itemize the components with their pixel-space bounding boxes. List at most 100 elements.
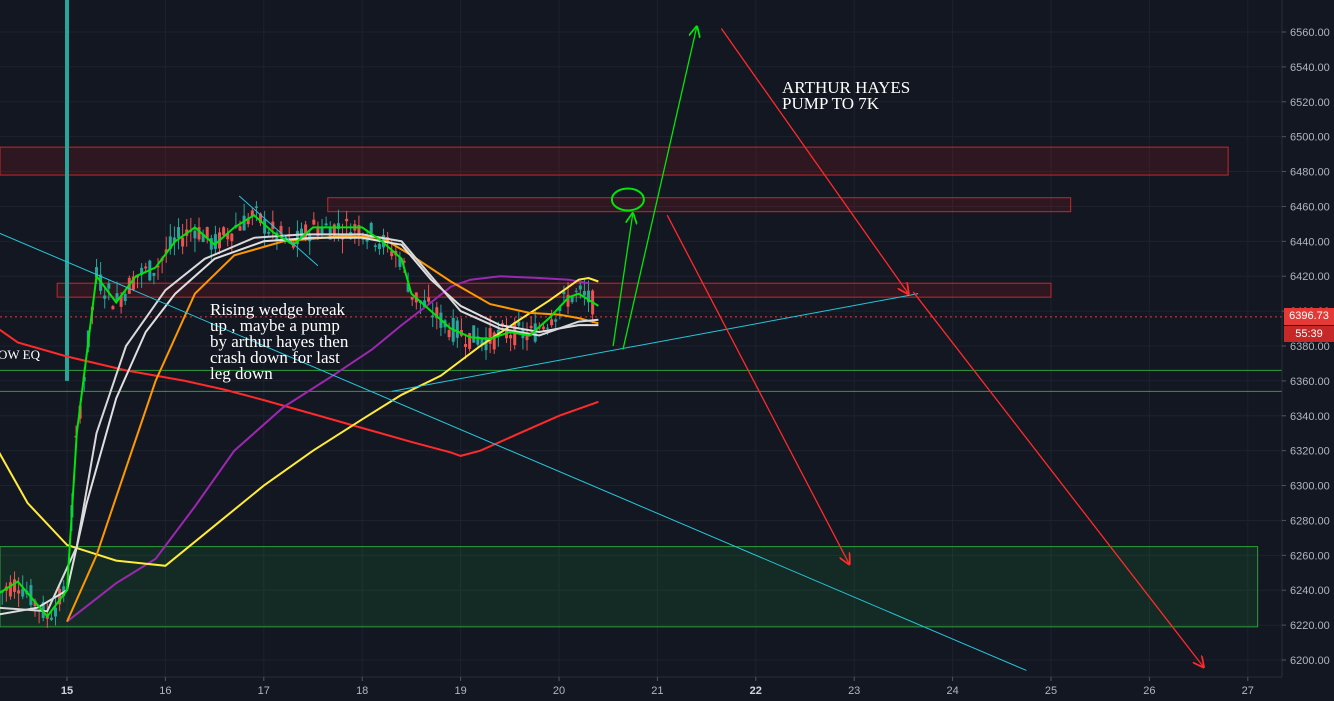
candle-body xyxy=(484,337,488,351)
candle-body xyxy=(13,579,17,592)
candle-body xyxy=(345,218,349,222)
candle-body xyxy=(8,582,12,597)
candle-body xyxy=(49,617,53,620)
zones xyxy=(0,146,1282,628)
candle-body xyxy=(209,238,213,250)
candle-body xyxy=(295,230,299,245)
candle-body xyxy=(316,228,320,236)
date-tick-label: 17 xyxy=(258,685,270,697)
trendline xyxy=(238,195,319,267)
candle-body xyxy=(390,250,394,257)
left-edge-label: OW EQ xyxy=(0,347,41,362)
candle-body xyxy=(582,291,586,296)
drawings xyxy=(0,27,1204,671)
date-tick-label: 15 xyxy=(61,685,73,697)
time-axis[interactable]: 15 16 17 18 19 20 21 22 23 24 25 26 27 xyxy=(61,677,1254,697)
trendline xyxy=(391,293,919,392)
resistance-zone xyxy=(327,197,1072,213)
candle-body xyxy=(447,330,451,338)
moving-average-line xyxy=(0,233,599,613)
date-tick-label: 16 xyxy=(159,685,171,697)
candle-body xyxy=(267,231,271,234)
price-tick-label: 6520.00 xyxy=(1290,97,1330,109)
candle-body xyxy=(193,230,197,239)
candle-body xyxy=(373,245,377,247)
candle-body xyxy=(263,219,267,234)
price-tick-label: 6220.00 xyxy=(1290,620,1330,632)
candle-body xyxy=(111,306,115,310)
candle-body xyxy=(238,226,242,231)
candle-body xyxy=(115,293,119,301)
price-tick-label: 6480.00 xyxy=(1290,167,1330,179)
countdown-badge: 55:39 xyxy=(1284,326,1334,342)
candle-body xyxy=(156,265,160,268)
price-tick-label: 6440.00 xyxy=(1290,236,1330,248)
candle-body xyxy=(58,588,62,605)
candle-body xyxy=(468,333,472,349)
date-tick-label: 26 xyxy=(1143,685,1155,697)
candle-body xyxy=(550,319,554,326)
candle-body xyxy=(517,321,521,326)
moving-average-line xyxy=(66,275,589,623)
candle-body xyxy=(242,215,246,231)
date-tick-label: 20 xyxy=(553,685,565,697)
candle-body xyxy=(480,338,484,345)
candle-body xyxy=(336,223,340,230)
last-price-badge: 6396.73 xyxy=(1284,308,1334,325)
date-tick-label: 22 xyxy=(750,685,762,697)
candle-body xyxy=(529,325,533,329)
candle-body xyxy=(119,295,123,307)
candle-body xyxy=(181,237,185,247)
candle-body xyxy=(398,257,402,267)
candle-body xyxy=(168,236,172,249)
price-tick-label: 6200.00 xyxy=(1290,655,1330,667)
candle-body xyxy=(500,323,504,326)
candle-body xyxy=(435,307,439,319)
candle-body xyxy=(332,224,336,238)
trendline xyxy=(0,232,1027,671)
candle-body xyxy=(533,323,537,342)
moving-average-line xyxy=(0,328,599,457)
price-tick-label: 6540.00 xyxy=(1290,62,1330,74)
candle-body xyxy=(259,213,263,224)
candle-body xyxy=(246,217,250,225)
price-tick-label: 6240.00 xyxy=(1290,585,1330,597)
candle-body xyxy=(54,607,58,617)
candle-body xyxy=(558,306,562,311)
moving-averages xyxy=(0,213,599,623)
candle-body xyxy=(213,234,217,249)
candle-body xyxy=(131,276,135,290)
candle-body xyxy=(107,283,111,289)
grid xyxy=(0,0,1282,677)
down-arrow xyxy=(912,291,1203,667)
candle-body xyxy=(578,285,582,290)
candle-body xyxy=(357,225,361,237)
spike-candle xyxy=(65,0,69,381)
candle-body xyxy=(574,290,578,292)
up-arrow xyxy=(622,27,697,350)
candle-body xyxy=(250,210,254,217)
price-tick-label: 6460.00 xyxy=(1290,201,1330,213)
price-tick-label: 6280.00 xyxy=(1290,515,1330,527)
candle-body xyxy=(546,327,550,329)
candle-body xyxy=(144,266,148,269)
candle-body xyxy=(541,326,545,330)
price-tick-label: 6500.00 xyxy=(1290,132,1330,144)
support-zone xyxy=(0,546,1259,628)
candle-body xyxy=(201,233,205,242)
candle-body xyxy=(570,296,574,303)
candle-body xyxy=(123,293,127,302)
up-arrow xyxy=(612,213,633,347)
resistance-zone xyxy=(0,146,1229,176)
candle-body xyxy=(17,590,21,594)
candle-body xyxy=(226,233,230,240)
candle-body xyxy=(177,227,181,238)
wedge-note: Rising wedge break up , maybe a pump by … xyxy=(210,300,349,383)
date-tick-label: 21 xyxy=(651,685,663,697)
candle-body xyxy=(164,249,168,254)
price-axis[interactable]: 6200.00 6220.00 6240.00 6260.00 6280.00 6300.… xyxy=(1282,27,1330,667)
candle-body xyxy=(172,237,176,243)
candle-body xyxy=(312,219,316,225)
candle-body xyxy=(222,227,226,236)
